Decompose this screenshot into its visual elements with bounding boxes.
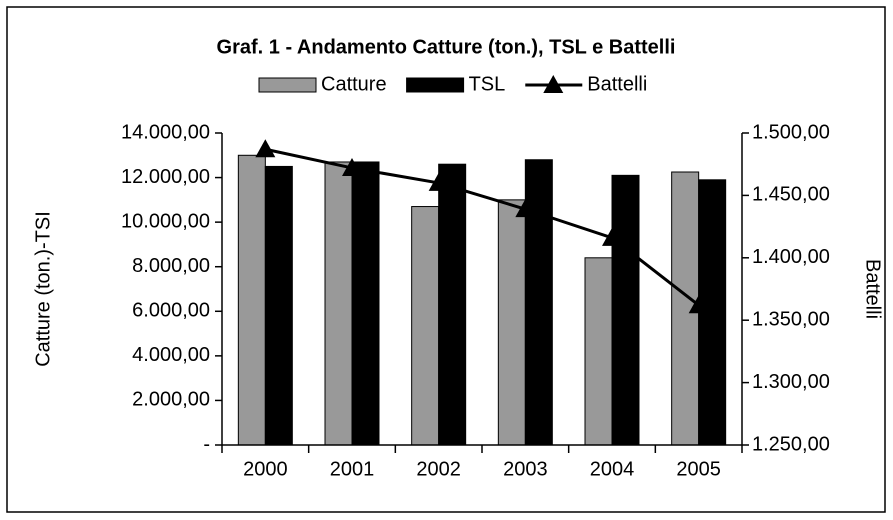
bar bbox=[497, 199, 526, 446]
y-tick-label: 2.000,00 bbox=[132, 389, 210, 411]
y2-axis-label: Battelli bbox=[862, 259, 884, 319]
y-tick-label: 6.000,00 bbox=[132, 300, 210, 322]
line-marker bbox=[255, 139, 276, 158]
chart-title: Graf. 1 - Andamento Catture (ton.), TSL … bbox=[217, 36, 676, 58]
line-marker bbox=[515, 199, 536, 218]
y2-tick-label: 1.450,00 bbox=[752, 184, 830, 206]
line-marker bbox=[602, 227, 622, 246]
y-tick-label: 8.000,00 bbox=[132, 255, 210, 277]
y2-tick-label: 1.400,00 bbox=[752, 246, 830, 268]
y-tick-label: 10.000,00 bbox=[121, 210, 210, 232]
y2-tick-label: 1.250,00 bbox=[752, 433, 830, 455]
x-tick-label: 2003 bbox=[503, 458, 548, 480]
x-tick-label: 2004 bbox=[590, 458, 635, 480]
x-tick-label: 2001 bbox=[330, 458, 375, 480]
y-tick-label: 12.000,00 bbox=[121, 166, 210, 188]
bar bbox=[524, 159, 553, 446]
line-marker bbox=[428, 172, 449, 191]
y2-tick-label: 1.300,00 bbox=[752, 371, 830, 393]
y-tick-label: 4.000,00 bbox=[132, 344, 210, 366]
legend-label: Catture bbox=[321, 73, 387, 95]
bar bbox=[351, 161, 380, 446]
legend-marker bbox=[543, 75, 564, 93]
x-tick-label: 2005 bbox=[676, 458, 721, 480]
legend-label: Battelli bbox=[587, 73, 647, 95]
x-tick-label: 2002 bbox=[416, 458, 461, 480]
plot-area bbox=[222, 133, 742, 445]
bar bbox=[611, 174, 640, 446]
bar bbox=[264, 165, 293, 446]
bar bbox=[584, 257, 613, 446]
bar bbox=[438, 163, 467, 446]
x-tick-label: 2000 bbox=[243, 458, 288, 480]
legend-swatch bbox=[406, 77, 465, 93]
line bbox=[265, 147, 700, 307]
y-tick-label: 14.000,00 bbox=[121, 121, 210, 143]
line-marker bbox=[342, 157, 362, 176]
y2-tick-label: 1.350,00 bbox=[752, 308, 830, 330]
legend-swatch bbox=[258, 77, 317, 93]
y-tick-label: - bbox=[203, 433, 210, 455]
bar bbox=[237, 154, 266, 446]
y-axis-label: Catture (ton.)-TSI bbox=[32, 211, 54, 367]
line-marker bbox=[688, 295, 709, 314]
bar bbox=[324, 161, 353, 446]
bar bbox=[411, 206, 440, 446]
y2-tick-label: 1.500,00 bbox=[752, 121, 830, 143]
legend-label: TSL bbox=[469, 73, 506, 95]
